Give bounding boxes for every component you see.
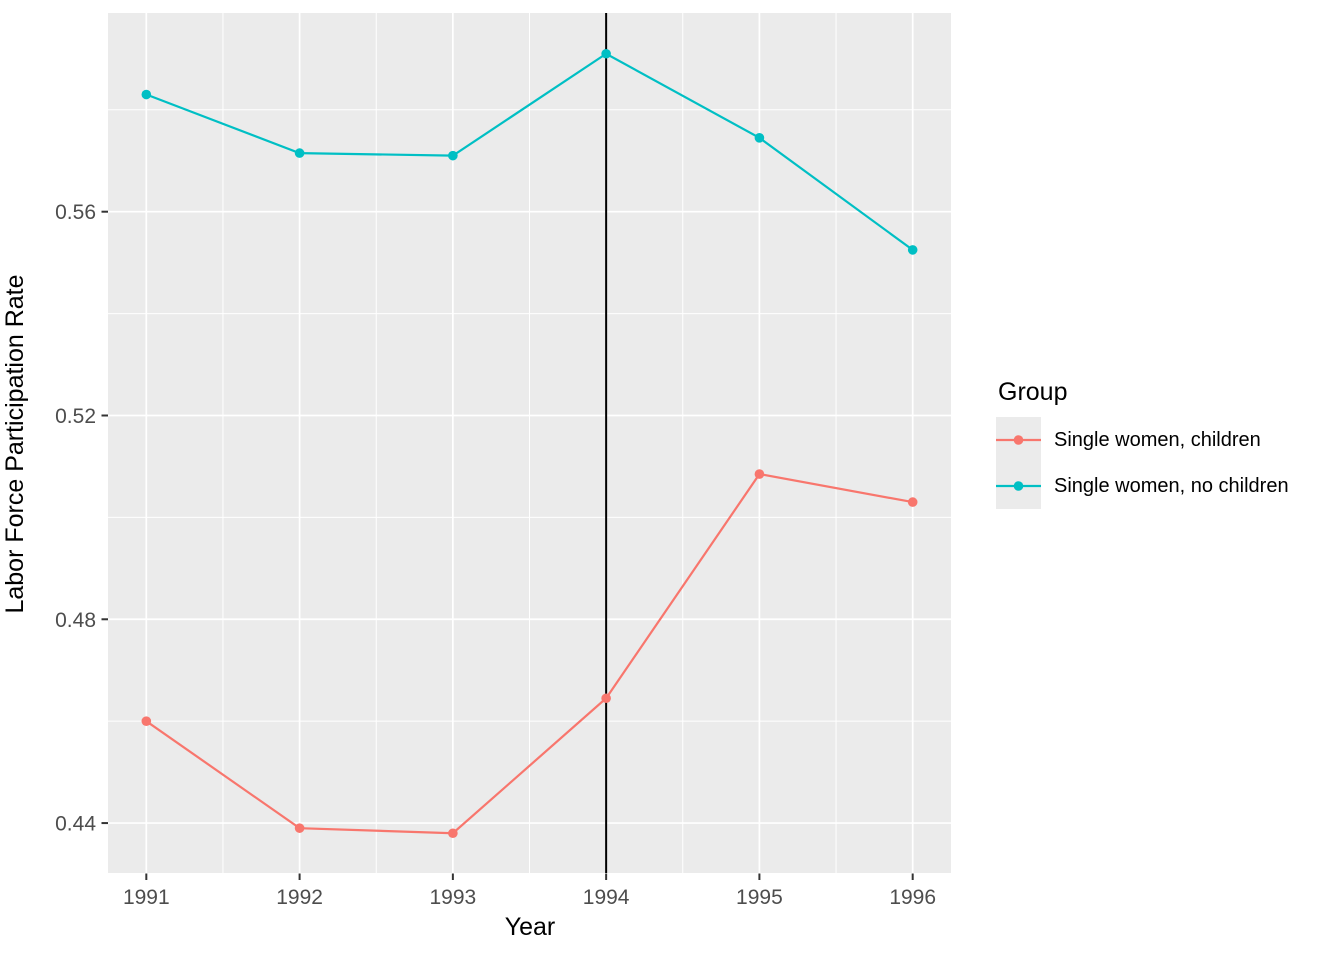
x-tick-label: 1992 xyxy=(276,886,323,909)
legend-entry: Single women, children xyxy=(996,417,1289,463)
legend-entry: Single women, no children xyxy=(996,463,1289,509)
data-point xyxy=(448,150,458,161)
legend: Group Single women, children Single women… xyxy=(996,378,1289,509)
x-tick-label: 1996 xyxy=(889,886,936,909)
y-tick-label: 0.52 xyxy=(55,405,96,428)
y-tick-label: 0.56 xyxy=(55,201,96,224)
x-tick-label: 1994 xyxy=(583,886,630,909)
y-tick-label: 0.44 xyxy=(55,813,96,836)
data-point xyxy=(448,828,458,839)
data-point xyxy=(601,48,611,59)
data-point xyxy=(294,148,305,158)
data-point xyxy=(141,716,152,726)
legend-title: Group xyxy=(998,378,1068,406)
y-axis-title: Labor Force Participation Rate xyxy=(1,274,29,614)
data-point xyxy=(754,469,765,479)
data-point xyxy=(601,693,611,704)
legend-point-icon xyxy=(1013,435,1024,445)
legend-key-icon xyxy=(996,481,1041,491)
legend-key-swatch xyxy=(996,463,1041,509)
legend-label: Single women, children xyxy=(1054,428,1261,451)
series-line-0 xyxy=(145,472,913,835)
legend-entries: Single women, children Single women, no c… xyxy=(996,417,1289,509)
x-tick-label: 1993 xyxy=(430,886,477,909)
data-point xyxy=(907,497,918,507)
y-tick-label: 0.48 xyxy=(55,609,96,632)
x-tick-label: 1995 xyxy=(736,886,783,909)
legend-label: Single women, no children xyxy=(1054,474,1289,497)
data-point xyxy=(907,245,918,255)
data-point xyxy=(754,133,765,143)
legend-key-swatch xyxy=(996,417,1041,463)
data-point xyxy=(141,89,152,100)
x-axis-title: Year xyxy=(504,913,556,941)
x-tick-label: 1991 xyxy=(123,886,170,909)
legend-key-icon xyxy=(996,435,1041,445)
data-point xyxy=(294,823,305,833)
series-line-1 xyxy=(145,52,914,251)
legend-point-icon xyxy=(1013,481,1024,491)
